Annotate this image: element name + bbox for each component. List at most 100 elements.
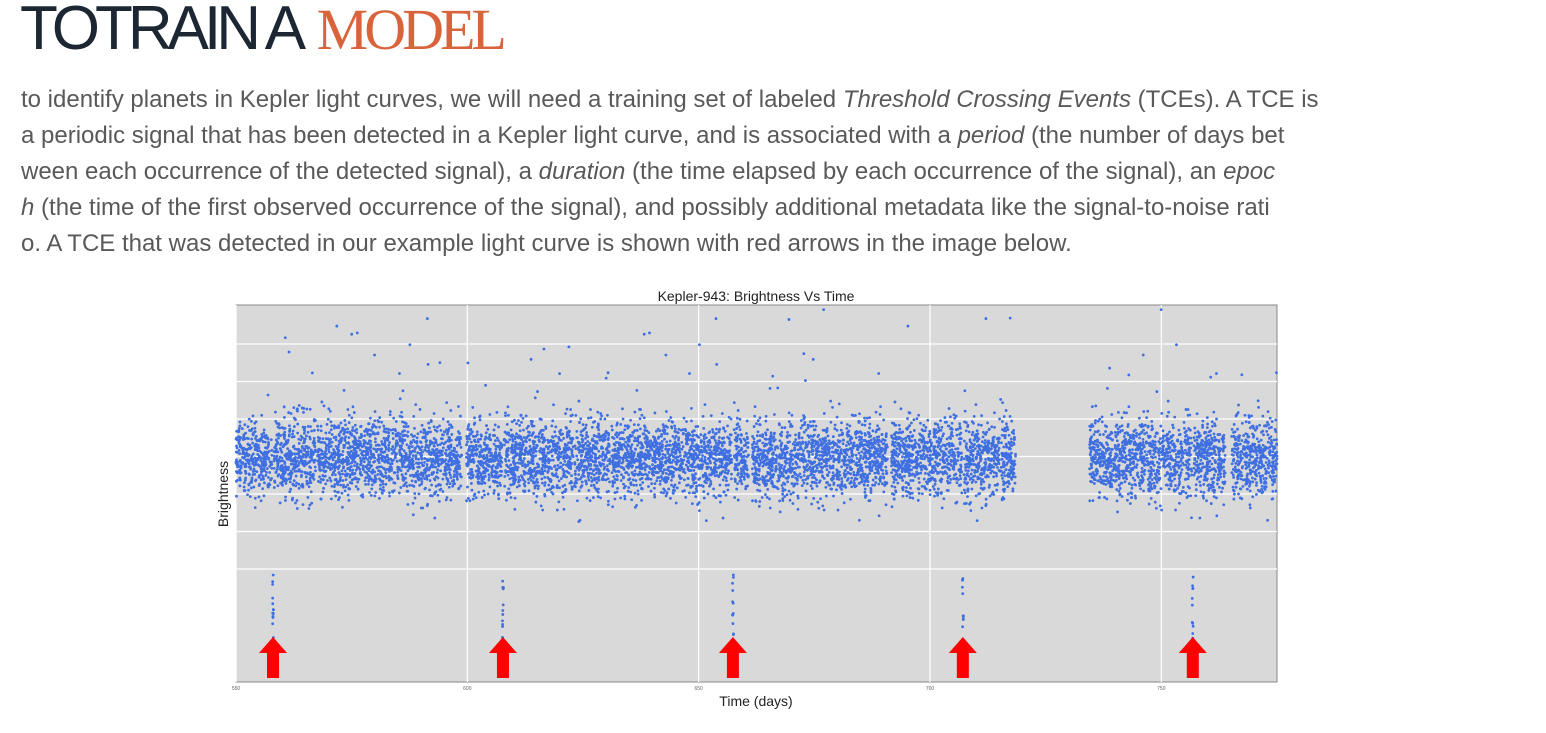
- data-point: [355, 462, 359, 466]
- data-point: [629, 445, 633, 449]
- data-point: [405, 484, 409, 488]
- data-point: [380, 440, 384, 443]
- data-point: [373, 419, 377, 423]
- data-point: [615, 474, 619, 477]
- data-point: [249, 467, 253, 471]
- data-point: [520, 445, 524, 448]
- data-point: [435, 425, 439, 429]
- data-point: [651, 442, 655, 445]
- data-point: [615, 423, 619, 427]
- data-point: [578, 477, 582, 481]
- data-point: [385, 476, 389, 480]
- data-point: [454, 454, 457, 457]
- data-point: [394, 434, 398, 438]
- data-point: [685, 483, 688, 487]
- data-point: [633, 491, 637, 495]
- data-point: [272, 466, 276, 470]
- data-point: [716, 449, 720, 453]
- data-point: [646, 443, 649, 446]
- data-point: [523, 453, 526, 457]
- data-point: [407, 446, 411, 450]
- data-point: [420, 471, 424, 475]
- data-point: [490, 465, 494, 469]
- data-point: [575, 429, 579, 433]
- data-point: [636, 443, 639, 447]
- data-point: [651, 473, 655, 477]
- data-point: [340, 505, 344, 509]
- data-point: [355, 477, 359, 481]
- data-point: [331, 471, 335, 475]
- data-point: [571, 445, 575, 449]
- data-point: [559, 461, 562, 465]
- data-point: [517, 480, 520, 484]
- data-point: [452, 459, 456, 463]
- data-point: [585, 431, 589, 434]
- data-point: [706, 440, 710, 444]
- data-point: [377, 453, 381, 457]
- data-point: [645, 456, 649, 460]
- data-point: [704, 519, 708, 523]
- data-point: [684, 429, 688, 433]
- data-point: [509, 428, 513, 432]
- data-point: [252, 460, 256, 464]
- data-point: [629, 490, 633, 494]
- data-point: [290, 453, 294, 457]
- data-point: [321, 478, 325, 482]
- data-point: [311, 441, 315, 445]
- data-point: [709, 466, 713, 470]
- data-point: [613, 497, 617, 501]
- data-point: [499, 456, 502, 460]
- data-point: [645, 436, 649, 440]
- data-point: [288, 430, 292, 433]
- data-point: [612, 455, 616, 459]
- data-point: [239, 461, 243, 464]
- data-point: [745, 455, 749, 459]
- data-point: [690, 419, 693, 423]
- data-point: [440, 441, 444, 445]
- data-point: [627, 425, 631, 429]
- data-point: [620, 473, 623, 477]
- data-point: [810, 480, 814, 484]
- data-point: [586, 453, 590, 457]
- data-point: [448, 445, 452, 448]
- data-point: [330, 424, 334, 428]
- data-point: [351, 405, 355, 409]
- data-point: [399, 432, 402, 436]
- data-point: [294, 418, 297, 421]
- data-point: [704, 449, 708, 453]
- data-point: [303, 471, 307, 475]
- data-point: [260, 435, 264, 439]
- data-point: [446, 439, 450, 442]
- data-point: [595, 471, 598, 475]
- data-point: [427, 421, 431, 425]
- data-point: [471, 406, 475, 409]
- data-point: [587, 478, 591, 482]
- data-point: [529, 473, 533, 476]
- data-point: [677, 459, 681, 463]
- data-point: [615, 421, 619, 425]
- data-point: [537, 438, 541, 442]
- data-point: [278, 455, 282, 459]
- data-point: [602, 467, 606, 471]
- data-point: [412, 414, 416, 418]
- data-point: [348, 475, 352, 479]
- data-point: [708, 451, 711, 455]
- data-point: [513, 496, 517, 500]
- data-point: [860, 450, 864, 454]
- data-point: [729, 433, 733, 437]
- data-point: [359, 494, 363, 498]
- data-point: [638, 466, 642, 469]
- data-point: [869, 486, 873, 490]
- data-point: [621, 407, 624, 411]
- data-point: [326, 417, 330, 421]
- data-point: [459, 475, 463, 478]
- data-point: [411, 457, 414, 461]
- data-point: [247, 488, 250, 492]
- data-point: [488, 485, 492, 489]
- data-point: [490, 457, 493, 461]
- data-point: [669, 470, 673, 473]
- data-point: [588, 499, 592, 503]
- data-point: [448, 456, 452, 460]
- data-point: [590, 484, 593, 487]
- data-point: [740, 469, 743, 473]
